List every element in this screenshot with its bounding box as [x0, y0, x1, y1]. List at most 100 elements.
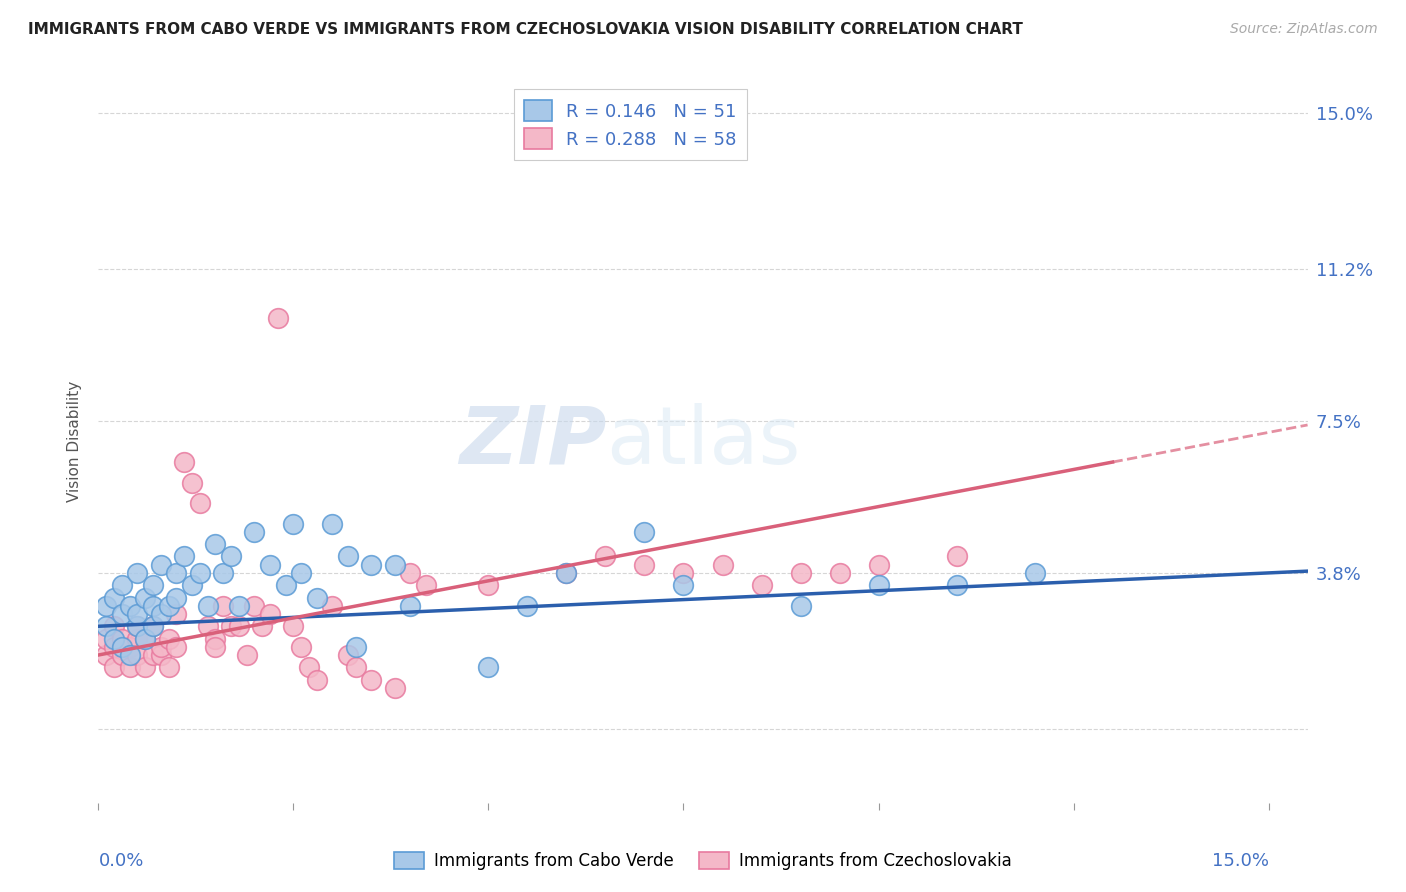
Point — [142, 619, 165, 633]
Point — [134, 632, 156, 646]
Point — [751, 578, 773, 592]
Point — [945, 549, 967, 564]
Point — [868, 578, 890, 592]
Point — [235, 648, 257, 662]
Point — [111, 640, 134, 654]
Point — [157, 660, 180, 674]
Point — [298, 660, 321, 674]
Point — [555, 566, 578, 580]
Point — [252, 619, 274, 633]
Point — [274, 578, 297, 592]
Point — [197, 619, 219, 633]
Point — [204, 640, 226, 654]
Point — [555, 566, 578, 580]
Point — [188, 496, 211, 510]
Point — [127, 607, 149, 621]
Point — [360, 673, 382, 687]
Point — [828, 566, 851, 580]
Point — [1024, 566, 1046, 580]
Point — [127, 619, 149, 633]
Point — [212, 599, 235, 613]
Text: IMMIGRANTS FROM CABO VERDE VS IMMIGRANTS FROM CZECHOSLOVAKIA VISION DISABILITY C: IMMIGRANTS FROM CABO VERDE VS IMMIGRANTS… — [28, 22, 1024, 37]
Point — [283, 619, 305, 633]
Point — [212, 566, 235, 580]
Point — [149, 640, 172, 654]
Point — [789, 566, 811, 580]
Point — [516, 599, 538, 613]
Point — [259, 607, 281, 621]
Point — [344, 640, 367, 654]
Point — [157, 632, 180, 646]
Point — [173, 455, 195, 469]
Point — [219, 549, 242, 564]
Point — [477, 660, 499, 674]
Point — [111, 632, 134, 646]
Point — [945, 578, 967, 592]
Point — [103, 640, 125, 654]
Point — [103, 619, 125, 633]
Point — [321, 599, 343, 613]
Point — [181, 578, 204, 592]
Point — [142, 648, 165, 662]
Point — [321, 516, 343, 531]
Point — [118, 599, 141, 613]
Point — [672, 578, 695, 592]
Point — [142, 599, 165, 613]
Point — [111, 607, 134, 621]
Point — [165, 640, 187, 654]
Point — [477, 578, 499, 592]
Point — [127, 632, 149, 646]
Point — [384, 558, 406, 572]
Point — [399, 599, 422, 613]
Point — [197, 599, 219, 613]
Point — [118, 660, 141, 674]
Text: Source: ZipAtlas.com: Source: ZipAtlas.com — [1230, 22, 1378, 37]
Point — [789, 599, 811, 613]
Point — [259, 558, 281, 572]
Legend: Immigrants from Cabo Verde, Immigrants from Czechoslovakia: Immigrants from Cabo Verde, Immigrants f… — [388, 845, 1018, 877]
Point — [149, 607, 172, 621]
Point — [165, 566, 187, 580]
Point — [633, 524, 655, 539]
Point — [142, 619, 165, 633]
Point — [243, 599, 266, 613]
Point — [868, 558, 890, 572]
Point — [360, 558, 382, 572]
Point — [243, 524, 266, 539]
Point — [204, 632, 226, 646]
Point — [204, 537, 226, 551]
Point — [134, 632, 156, 646]
Point — [96, 619, 118, 633]
Point — [267, 311, 290, 326]
Point — [127, 648, 149, 662]
Point — [157, 599, 180, 613]
Point — [149, 558, 172, 572]
Point — [337, 549, 360, 564]
Point — [149, 648, 172, 662]
Point — [399, 566, 422, 580]
Point — [111, 648, 134, 662]
Text: atlas: atlas — [606, 402, 800, 481]
Point — [103, 591, 125, 605]
Point — [415, 578, 437, 592]
Point — [118, 648, 141, 662]
Point — [337, 648, 360, 662]
Point — [672, 566, 695, 580]
Legend: R = 0.146   N = 51, R = 0.288   N = 58: R = 0.146 N = 51, R = 0.288 N = 58 — [513, 89, 747, 160]
Point — [305, 673, 328, 687]
Point — [305, 591, 328, 605]
Point — [127, 619, 149, 633]
Point — [344, 660, 367, 674]
Text: 15.0%: 15.0% — [1212, 852, 1268, 870]
Point — [103, 660, 125, 674]
Point — [290, 640, 312, 654]
Y-axis label: Vision Disability: Vision Disability — [67, 381, 83, 502]
Point — [384, 681, 406, 695]
Point — [290, 566, 312, 580]
Point — [228, 599, 250, 613]
Point — [134, 591, 156, 605]
Text: 0.0%: 0.0% — [98, 852, 143, 870]
Point — [96, 632, 118, 646]
Point — [165, 607, 187, 621]
Point — [181, 475, 204, 490]
